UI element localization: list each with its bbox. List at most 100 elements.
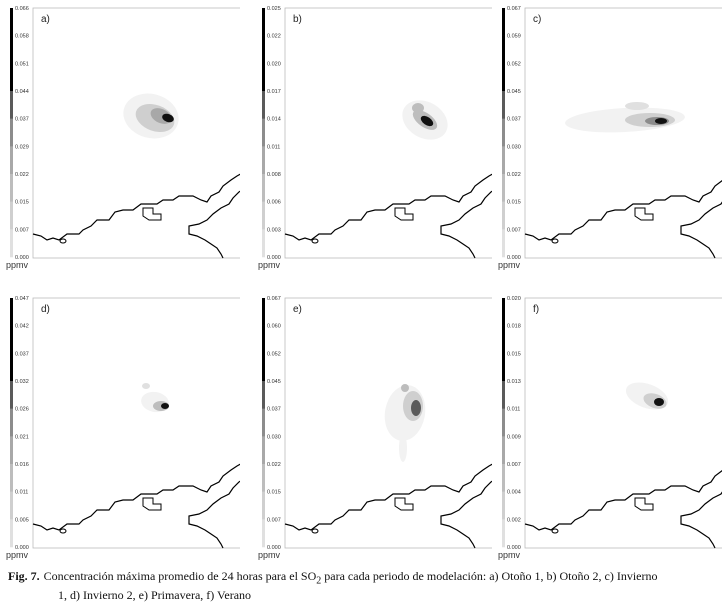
map-area: f) xyxy=(524,297,722,549)
colorbar-tick-label: 0.000 xyxy=(507,545,521,551)
figure-label: Fig. 7. xyxy=(8,569,40,583)
colorbar-segment xyxy=(262,464,265,492)
panel-label: c) xyxy=(533,14,541,25)
coastline xyxy=(680,201,722,259)
colorbar-tick-label: 0.011 xyxy=(507,407,520,413)
colorbar-segment xyxy=(502,519,505,548)
island xyxy=(59,238,67,244)
map-frame xyxy=(524,297,722,549)
coastline xyxy=(440,190,492,259)
panel-svg: 0.066 0.058 0.051 0.044 0.037 0.029 0.022 0.015… xyxy=(6,6,240,270)
island xyxy=(394,497,414,511)
colorbar-segment xyxy=(502,298,505,326)
colorbar-tick-label: 0.060 xyxy=(267,324,281,330)
concentration-contour xyxy=(420,115,434,127)
colorbar-tick-label: 0.016 xyxy=(15,462,29,468)
colorbar-tick-label: 0.004 xyxy=(507,490,521,496)
caption-subscript: 2 xyxy=(316,575,322,587)
colorbar-tick-label: 0.045 xyxy=(267,379,281,385)
concentration-contour xyxy=(399,434,407,462)
colorbar-segment xyxy=(502,229,505,258)
colorbar-tick-label: 0.003 xyxy=(267,227,281,233)
colorbar-segment xyxy=(10,298,13,326)
map-frame xyxy=(284,7,492,259)
colorbar-segment xyxy=(502,91,505,119)
colorbar-segment xyxy=(262,491,265,520)
colorbar-tick-label: 0.011 xyxy=(267,144,280,150)
colorbar-tick-label: 0.042 xyxy=(15,324,29,330)
colorbar-tick-label: 0.018 xyxy=(507,324,521,330)
colorbar-tick-label: 0.007 xyxy=(15,227,29,233)
unit-label: ppmv xyxy=(498,260,521,270)
colorbar-segment xyxy=(502,491,505,520)
concentration-contour xyxy=(654,398,664,406)
colorbar-tick-label: 0.022 xyxy=(267,34,281,40)
colorbar-segment xyxy=(262,63,265,92)
colorbar-tick-label: 0.026 xyxy=(15,407,29,413)
concentration-contour xyxy=(161,403,169,409)
caption-text-rest: para cada periodo de modelación: a) Otoñ… xyxy=(321,569,658,583)
panel-svg: 0.067 0.060 0.052 0.045 0.037 0.030 0.022 0.015… xyxy=(258,296,492,560)
map-panel-a: 0.066 0.058 0.051 0.044 0.037 0.029 0.022 0.015… xyxy=(0,0,240,275)
colorbar-segment xyxy=(502,381,505,409)
colorbar-tick-label: 0.022 xyxy=(15,172,29,178)
colorbar-segment xyxy=(10,174,13,202)
colorbar-segment xyxy=(10,408,13,437)
colorbar-tick-label: 0.045 xyxy=(507,89,521,95)
coastline xyxy=(524,470,722,531)
map-panel-e: 0.067 0.060 0.052 0.045 0.037 0.030 0.022 0.015… xyxy=(252,290,492,565)
colorbar-segment xyxy=(502,201,505,230)
colorbar-segment xyxy=(10,464,13,492)
map-area: c) xyxy=(524,7,722,259)
unit-label: ppmv xyxy=(258,260,281,270)
panel-svg: 0.047 0.042 0.037 0.032 0.026 0.021 0.016 0.011… xyxy=(6,296,240,560)
figure-caption: Fig. 7. Concentración máxima promedio de … xyxy=(8,569,718,602)
colorbar-segment xyxy=(262,381,265,409)
colorbar-segment xyxy=(262,201,265,230)
colorbar-segment xyxy=(262,174,265,202)
island xyxy=(634,497,654,511)
colorbar-tick-label: 0.000 xyxy=(15,545,29,551)
panel-svg: 0.067 0.059 0.052 0.045 0.037 0.030 0.022 0.015… xyxy=(498,6,722,270)
colorbar-tick-label: 0.037 xyxy=(15,117,29,123)
panel-svg: 0.025 0.022 0.020 0.017 0.014 0.011 0.008 0.006… xyxy=(258,6,492,270)
colorbar-tick-label: 0.030 xyxy=(267,434,281,440)
map-panel-f: 0.020 0.018 0.015 0.013 0.011 0.009 0.007 0.004… xyxy=(492,290,722,565)
colorbar-segment xyxy=(262,353,265,382)
map-panel-d: 0.047 0.042 0.037 0.032 0.026 0.021 0.016 0.011… xyxy=(0,290,240,565)
colorbar-tick-label: 0.000 xyxy=(15,255,29,261)
colorbar-tick-label: 0.025 xyxy=(267,6,281,12)
colorbar-segment xyxy=(10,201,13,230)
colorbar-segment xyxy=(10,229,13,258)
colorbar-segment xyxy=(502,35,505,64)
caption-text-line2: 1, d) Invierno 2, e) Primavera, f) Veran… xyxy=(58,588,252,602)
colorbar-segment xyxy=(262,325,265,354)
concentration-contour xyxy=(142,383,150,389)
coastline xyxy=(188,480,240,549)
colorbar-segment xyxy=(262,118,265,147)
colorbar-tick-label: 0.000 xyxy=(507,255,521,261)
colorbar-segment xyxy=(262,146,265,175)
colorbar-segment xyxy=(10,491,13,520)
colorbar-tick-label: 0.020 xyxy=(267,61,281,67)
island xyxy=(634,207,654,221)
concentration-contour xyxy=(162,113,174,123)
colorbar-segment xyxy=(502,63,505,92)
panel-label: a) xyxy=(41,14,50,25)
colorbar-tick-label: 0.029 xyxy=(15,144,29,150)
colorbar-segment xyxy=(502,174,505,202)
coastline xyxy=(524,180,722,241)
map-panel-c: 0.067 0.059 0.052 0.045 0.037 0.030 0.022 0.015… xyxy=(492,0,722,275)
colorbar-tick-label: 0.013 xyxy=(507,379,521,385)
colorbar-segment xyxy=(10,436,13,465)
colorbar-segment xyxy=(502,353,505,382)
colorbar-tick-label: 0.059 xyxy=(507,34,521,40)
island xyxy=(59,528,67,534)
colorbar-tick-label: 0.015 xyxy=(15,200,29,206)
concentration-contour xyxy=(655,118,667,124)
colorbar-tick-label: 0.037 xyxy=(15,351,29,357)
coastline xyxy=(680,491,722,549)
island xyxy=(394,207,414,221)
colorbar-tick-label: 0.007 xyxy=(267,517,281,523)
panel-svg: 0.020 0.018 0.015 0.013 0.011 0.009 0.007 0.004… xyxy=(498,296,722,560)
